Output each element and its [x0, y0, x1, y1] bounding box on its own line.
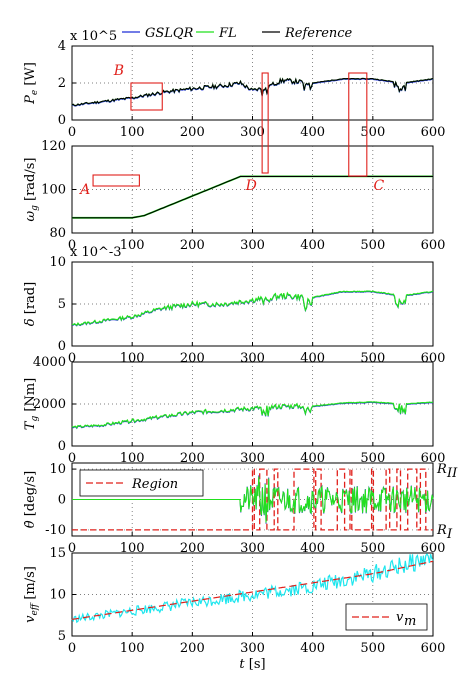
xtick-label: 0 — [68, 238, 76, 253]
region-label-ri-sub: I — [446, 527, 453, 542]
xtick-label: 400 — [300, 351, 325, 366]
ytick-label: 2 — [58, 76, 66, 91]
ytick-label: 5 — [58, 297, 66, 312]
xtick-label: 300 — [240, 451, 265, 466]
xtick-label: 200 — [180, 125, 205, 140]
ylabel-delta: δ [rad] — [23, 282, 38, 326]
legend-vm-label: v — [396, 610, 404, 625]
ytick-label: 120 — [41, 139, 66, 154]
xtick-label: 300 — [240, 238, 265, 253]
annotation-label-a: A — [78, 182, 90, 198]
xtick-label: 500 — [360, 641, 385, 656]
xtick-label: 400 — [300, 125, 325, 140]
xtick-label: 100 — [120, 125, 145, 140]
legend-vm-label-sub: m — [404, 614, 416, 629]
ylabel-veff: veff [m/s] — [23, 566, 40, 623]
ylabel-thetadot: θ̇ [deg/s] — [23, 471, 38, 529]
xtick-label: 0 — [68, 451, 76, 466]
annotation-box-b — [130, 82, 163, 111]
xtick-label: 100 — [120, 451, 145, 466]
xtick-label: 500 — [360, 238, 385, 253]
annotation-box-c — [348, 72, 368, 177]
xtick-label: 200 — [180, 641, 205, 656]
axis-exponent: x 10^-3 — [70, 245, 122, 260]
xtick-label: 500 — [360, 541, 385, 556]
ytick-label: 0 — [58, 339, 66, 354]
xtick-label: 300 — [240, 125, 265, 140]
xtick-label: 200 — [180, 238, 205, 253]
xtick-label: 600 — [421, 641, 446, 656]
series-line-vm — [71, 560, 434, 620]
series-line-fl — [71, 290, 434, 327]
series-line-veff — [71, 553, 434, 624]
xtick-label: 600 — [421, 125, 446, 140]
ytick-label: 5 — [58, 629, 66, 644]
xtick-label: 600 — [421, 238, 446, 253]
ytick-label: 100 — [41, 183, 66, 198]
series-line-reference — [71, 77, 434, 107]
xtick-label: 100 — [120, 641, 145, 656]
annotation-label-d: D — [245, 178, 257, 194]
xtick-label: 300 — [240, 641, 265, 656]
annotation-label-b: B — [113, 63, 124, 79]
xtick-label: 0 — [68, 125, 76, 140]
annotation-box-d — [261, 72, 269, 174]
series-line-region — [72, 468, 433, 531]
xtick-label: 400 — [300, 641, 325, 656]
legend-label-gslqr: GSLQR — [145, 26, 194, 41]
ytick-label: 0 — [58, 493, 66, 508]
xtick-label: 100 — [120, 541, 145, 556]
region-label-rii: R — [436, 462, 447, 477]
ytick-label: 10 — [49, 462, 66, 477]
series-line-fl — [71, 401, 434, 429]
legend-region-label: Region — [131, 477, 178, 492]
xtick-label: 200 — [180, 351, 205, 366]
x-axis-label: t [s] — [239, 657, 265, 672]
xtick-label: 400 — [300, 451, 325, 466]
ytick-label: 80 — [49, 226, 66, 241]
xtick-label: 600 — [421, 541, 446, 556]
xtick-label: 0 — [68, 351, 76, 366]
ylabel-omega: ωg [rad/s] — [23, 158, 40, 222]
region-label-ri: R — [436, 523, 447, 538]
xtick-label: 100 — [120, 351, 145, 366]
xtick-label: 400 — [300, 238, 325, 253]
ytick-label: 15 — [49, 546, 66, 561]
region-label-rii-sub: II — [446, 466, 458, 481]
legend-label-fl: FL — [218, 26, 237, 41]
ytick-label: 10 — [49, 588, 66, 603]
xtick-label: 400 — [300, 541, 325, 556]
axis-exponent: x 10^5 — [70, 29, 117, 44]
xtick-label: 0 — [68, 641, 76, 656]
ylabel-pe: Pe [W] — [23, 62, 40, 105]
ytick-label: 4 — [58, 39, 66, 54]
xtick-label: 0 — [68, 541, 76, 556]
ytick-label: 0 — [58, 439, 66, 454]
xtick-label: 500 — [360, 125, 385, 140]
ytick-label: 10 — [49, 255, 66, 270]
xtick-label: 100 — [120, 238, 145, 253]
series-line-gslqr — [71, 291, 434, 327]
annotation-box-a — [92, 174, 140, 187]
xtick-label: 500 — [360, 351, 385, 366]
ylabel-tg: Tg [Nm] — [23, 378, 40, 430]
xtick-label: 200 — [180, 451, 205, 466]
xtick-label: 500 — [360, 451, 385, 466]
ytick-label: -10 — [45, 523, 66, 538]
xtick-label: 300 — [240, 541, 265, 556]
ytick-label: 4000 — [33, 355, 66, 370]
ytick-label: 2000 — [33, 397, 66, 412]
ytick-label: 0 — [58, 113, 66, 128]
xtick-label: 600 — [421, 451, 446, 466]
series-line-reference — [72, 175, 433, 219]
xtick-label: 300 — [240, 351, 265, 366]
legend-label-reference: Reference — [284, 26, 353, 41]
xtick-label: 200 — [180, 541, 205, 556]
annotation-label-c: C — [373, 178, 384, 194]
series-line-fl — [72, 476, 434, 523]
